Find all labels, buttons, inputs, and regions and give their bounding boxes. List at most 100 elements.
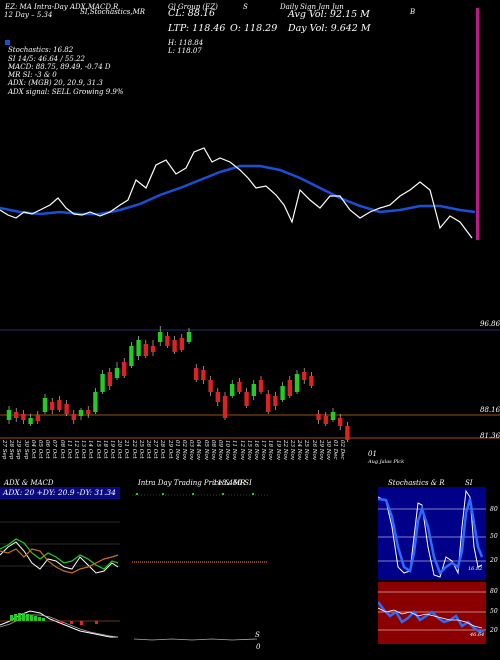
header-b-label: B	[410, 8, 416, 16]
date-label: 29 Nov	[317, 440, 324, 460]
date-label: 18 Oct	[101, 440, 108, 459]
date-label: 04 Nov	[195, 440, 202, 460]
date-label: 13 Oct	[80, 440, 87, 459]
mr-value: MR SI: -3 & 0	[8, 71, 57, 79]
candle-body	[294, 374, 300, 392]
date-label: 23 Nov	[289, 440, 295, 460]
date-label: 14 Oct	[87, 440, 94, 459]
date-label: 28 Sep	[8, 440, 15, 460]
open-price: O: 118.29	[230, 23, 278, 34]
macd-histogram	[10, 613, 45, 621]
date-label: 22 Nov	[281, 440, 288, 460]
candle-body	[258, 380, 264, 392]
candle-body	[50, 402, 55, 410]
candle-body	[280, 386, 285, 400]
intraday-s-label: S	[255, 631, 260, 639]
date-label: 29 Sep	[15, 440, 22, 460]
candle-body	[143, 344, 148, 356]
candle-body	[42, 398, 48, 412]
header-s-label: S	[243, 3, 248, 11]
price-label-mid: 88.16	[480, 406, 500, 414]
intraday-top-dots	[136, 493, 254, 495]
r-level-80: 80	[490, 588, 498, 595]
candle-body	[309, 376, 314, 386]
candle-body	[93, 392, 98, 412]
date-label: 11 Nov	[231, 440, 238, 460]
candle-body	[165, 336, 170, 346]
candle-body	[114, 368, 120, 378]
minus-di-line	[0, 548, 119, 574]
candle-body	[244, 392, 249, 406]
date-label: 28 Oct	[159, 440, 166, 459]
candle-body	[237, 382, 242, 392]
candle-body	[186, 332, 192, 342]
chart-subtitle: 12 Day – 5.34	[4, 11, 53, 19]
adx-panel-values: ADX: 20 +DY: 20.9 -DY: 31.34	[3, 488, 116, 497]
candle-body	[35, 415, 40, 421]
r-level-50: 50	[490, 608, 498, 615]
high-price: H: 118.84	[168, 39, 204, 47]
intraday-zero-label: 0	[256, 643, 261, 651]
date-label: 21 Oct	[123, 440, 130, 459]
footer-note-secondary: Aug Jalas Plck	[368, 459, 405, 465]
r-white-line	[378, 607, 483, 629]
date-label: 30 Sep	[22, 440, 29, 460]
candle-body	[222, 396, 228, 418]
stoch-d-line	[378, 497, 484, 576]
stoch-level-20: 20	[490, 557, 498, 564]
footer-note: 01	[368, 450, 377, 458]
candle-body	[208, 380, 213, 392]
candle-body	[6, 410, 12, 420]
adx-value: ADX: (MGB) 20, 20.9, 31.3	[8, 79, 103, 87]
date-label: 25 Nov	[303, 440, 310, 460]
adx-macd-panel	[0, 487, 120, 660]
candle-body	[302, 372, 307, 380]
candle-body	[251, 384, 256, 396]
r-level-20: 20	[490, 627, 498, 634]
day-volume: Day Vol: 9.642 M	[288, 23, 371, 34]
candle-body	[179, 338, 184, 350]
stoch-current-label: 16.82	[468, 566, 483, 572]
header-stoch-label: SI,Stochastics,MR	[80, 8, 146, 16]
candle-body	[287, 380, 292, 396]
intraday-price-line	[133, 638, 258, 641]
stoch-k-line	[378, 489, 483, 578]
date-label: 05 Oct	[37, 440, 43, 459]
candle-body	[345, 426, 350, 440]
date-label: 20 Oct	[116, 440, 123, 459]
stoch-level-80: 80	[490, 506, 498, 513]
date-label: 12 Nov	[238, 440, 245, 460]
date-label: 25 Oct	[137, 440, 144, 459]
date-label: 16 Nov	[253, 440, 259, 460]
candle-body	[136, 340, 141, 356]
r-line	[378, 601, 485, 634]
candle-body	[28, 418, 33, 424]
date-label: 19 Oct	[109, 440, 115, 459]
date-label: 07 Oct	[51, 440, 58, 459]
stoch-level-50: 50	[490, 533, 498, 540]
price-label-low: 81.36	[480, 432, 500, 440]
date-label: 29 Oct	[166, 440, 173, 459]
candlestick-group	[6, 326, 350, 442]
low-price: L: 118.07	[168, 47, 202, 55]
header-series-note: Sign Jan Jun	[300, 3, 344, 11]
edge-marker-bar	[476, 8, 479, 240]
legend-marker-icon	[5, 40, 10, 45]
plus-di-line	[0, 538, 119, 570]
candle-body	[57, 400, 62, 410]
candle-body	[78, 410, 84, 416]
candle-body	[100, 374, 105, 392]
date-label: 05 Nov	[202, 440, 209, 460]
date-label: 01 Dec	[332, 440, 339, 460]
candle-body	[107, 372, 112, 386]
candle-body	[201, 370, 206, 380]
date-label: 08 Nov	[209, 440, 216, 460]
close-price: CL: 88.16	[168, 8, 215, 19]
candle-body	[129, 346, 134, 366]
r-current-label: 46.64	[470, 632, 485, 638]
stoch-panel-title: Stochastics & R	[388, 479, 445, 487]
price-line	[0, 147, 473, 239]
candle-body	[316, 414, 321, 420]
date-label: 09 Nov	[217, 440, 223, 460]
date-label: 02 Nov	[181, 440, 187, 460]
